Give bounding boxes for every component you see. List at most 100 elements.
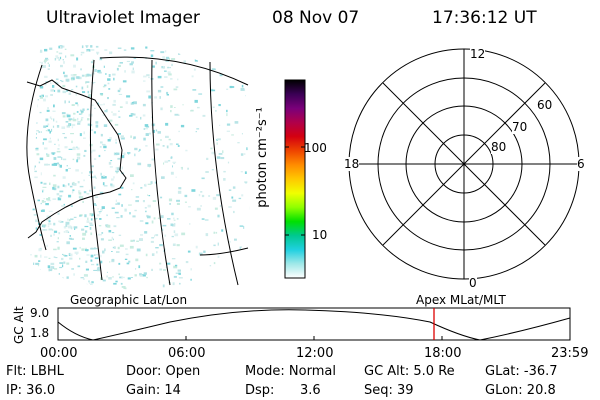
emission-pixel — [164, 76, 168, 78]
ip-status: IP: 36.0 — [6, 383, 56, 398]
emission-pixel — [89, 222, 93, 225]
emission-pixel — [247, 47, 250, 49]
emission-pixel — [240, 87, 245, 91]
emission-pixel — [63, 71, 65, 75]
emission-pixel — [65, 230, 69, 233]
emission-pixel — [93, 203, 96, 206]
emission-pixel — [113, 176, 115, 179]
emission-pixel — [70, 133, 74, 135]
emission-pixel — [50, 82, 52, 84]
emission-pixel — [240, 153, 244, 156]
emission-pixel — [194, 99, 198, 103]
emission-pixel — [245, 95, 248, 97]
emission-pixel — [30, 50, 32, 53]
emission-pixel — [162, 284, 165, 288]
emission-pixel — [60, 80, 62, 82]
emission-pixel — [63, 61, 65, 64]
emission-pixel — [77, 121, 82, 123]
emission-pixel — [139, 238, 143, 241]
emission-pixel — [231, 196, 234, 199]
emission-pixel — [173, 46, 176, 48]
emission-pixel — [57, 237, 59, 240]
emission-pixel — [30, 167, 32, 170]
emission-pixel — [112, 103, 116, 106]
emission-pixel — [111, 178, 114, 181]
mlat-label-70: 70 — [512, 120, 528, 134]
emission-pixel — [198, 283, 200, 285]
emission-pixel — [216, 194, 221, 197]
emission-pixel — [44, 147, 48, 150]
emission-pixel — [102, 86, 106, 88]
emission-pixel — [70, 253, 73, 257]
emission-pixel — [131, 277, 133, 278]
emission-pixel — [33, 282, 35, 286]
emission-pixel — [46, 154, 50, 157]
emission-pixel — [21, 169, 23, 170]
emission-pixel — [92, 248, 96, 250]
emission-pixel — [114, 246, 116, 249]
emission-pixel — [64, 255, 68, 257]
emission-pixel — [108, 88, 111, 90]
emission-pixel — [164, 248, 166, 251]
emission-pixel — [50, 268, 53, 272]
emission-pixel — [82, 232, 87, 236]
emission-pixel — [79, 109, 82, 112]
emission-pixel — [78, 192, 82, 195]
emission-pixel — [119, 276, 123, 279]
emission-pixel — [86, 49, 91, 52]
emission-pixel — [181, 232, 186, 236]
emission-pixel — [85, 75, 89, 77]
emission-pixel — [168, 198, 173, 202]
glon-status: GLon: 20.8 — [485, 383, 556, 398]
mlat-label-60: 60 — [537, 98, 553, 112]
emission-pixel — [88, 282, 91, 284]
emission-pixel — [39, 96, 43, 99]
emission-pixel — [71, 78, 74, 80]
emission-pixel — [160, 51, 165, 54]
emission-pixel — [100, 238, 104, 241]
emission-pixel — [148, 76, 150, 79]
emission-pixel — [52, 125, 55, 128]
emission-pixel — [75, 102, 78, 105]
emission-pixel — [94, 175, 96, 178]
emission-pixel — [33, 262, 35, 265]
emission-pixel — [202, 57, 206, 60]
emission-pixel — [249, 48, 250, 51]
emission-pixel — [39, 233, 43, 236]
emission-pixel — [61, 45, 65, 48]
emission-pixel — [221, 229, 224, 232]
emission-pixel — [231, 134, 234, 136]
emission-pixel — [241, 194, 244, 197]
emission-pixel — [162, 145, 165, 147]
emission-pixel — [239, 225, 244, 227]
emission-pixel — [210, 282, 214, 284]
emission-pixel — [79, 133, 82, 137]
emission-pixel — [129, 63, 133, 66]
emission-pixel — [152, 65, 155, 68]
emission-pixel — [42, 186, 47, 188]
emission-pixel — [176, 244, 180, 247]
emission-pixel — [159, 96, 161, 99]
emission-pixel — [48, 268, 51, 272]
emission-pixel — [50, 94, 53, 96]
emission-pixel — [86, 220, 90, 223]
emission-pixel — [85, 230, 88, 233]
emission-pixel — [42, 229, 46, 231]
mlt-label-12: 12 — [470, 47, 486, 61]
emission-pixel — [64, 48, 67, 50]
emission-pixel — [104, 110, 108, 113]
emission-pixel — [195, 131, 197, 133]
emission-pixel — [175, 272, 179, 274]
emission-pixel — [161, 176, 165, 179]
emission-pixel — [236, 69, 238, 73]
emission-pixel — [24, 234, 27, 236]
emission-pixel — [231, 279, 235, 283]
emission-pixel — [68, 92, 72, 95]
emission-pixel — [35, 219, 39, 223]
emission-pixel — [25, 128, 28, 131]
emission-pixel — [172, 165, 173, 168]
emission-pixel — [118, 193, 122, 196]
emission-pixel — [122, 153, 126, 155]
emission-pixel — [155, 247, 159, 249]
emission-pixel — [103, 176, 107, 179]
